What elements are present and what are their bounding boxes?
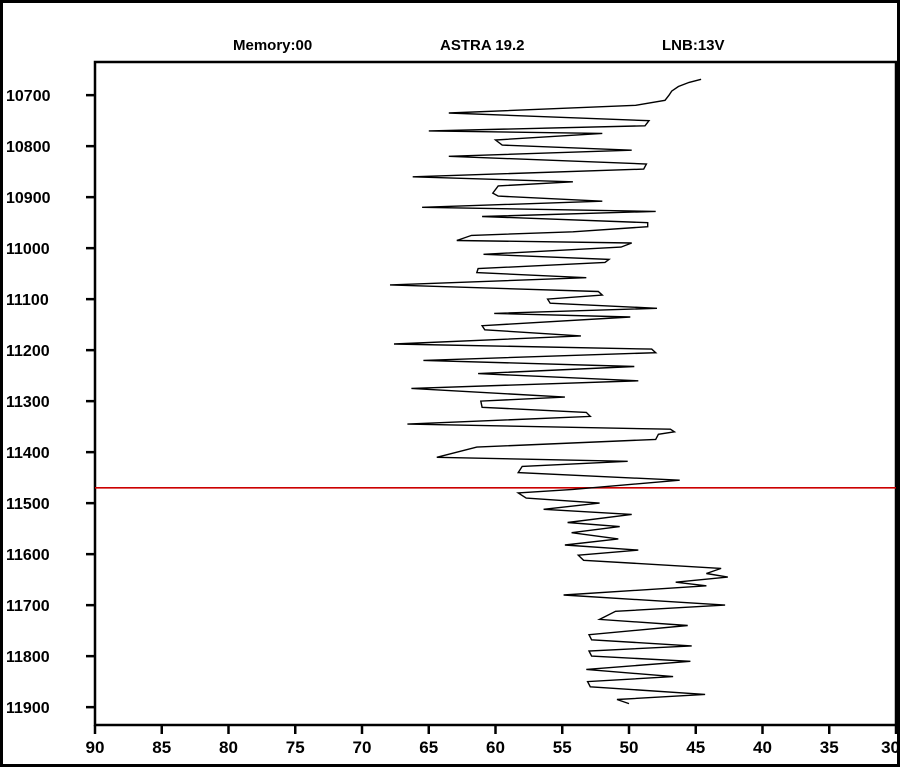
y-tick-label: 11400 [6, 445, 50, 462]
y-tick-label: 11200 [6, 343, 50, 360]
x-tick-label: 30 [881, 738, 900, 757]
x-tick-label: 80 [219, 738, 238, 757]
series-layer [389, 78, 728, 705]
x-tick-label: 65 [419, 738, 438, 757]
y-tick-label: 11300 [6, 394, 50, 411]
header-memory: Memory:00 [233, 37, 312, 54]
x-axis: 90 85 80 75 70 65 60 55 50 45 40 35 30 [86, 725, 900, 757]
x-tick-label: 40 [753, 738, 772, 757]
plot-area [93, 60, 898, 727]
y-tick-label: 11900 [6, 700, 50, 717]
y-tick-label: 11500 [6, 496, 50, 513]
y-tick-label: 10900 [6, 190, 51, 207]
x-tick-label: 70 [353, 738, 372, 757]
series-line [389, 78, 728, 705]
header-satellite: ASTRA 19.2 [440, 37, 524, 54]
x-tick-label: 55 [553, 738, 572, 757]
y-tick-label: 11100 [6, 292, 49, 309]
x-tick-label: 85 [152, 738, 171, 757]
x-tick-label: 75 [286, 738, 305, 757]
y-tick-label: 11700 [6, 598, 50, 615]
y-tick-label: 10700 [6, 88, 51, 105]
x-tick-label: 35 [820, 738, 839, 757]
x-tick-label: 90 [86, 738, 105, 757]
x-tick-label: 45 [686, 738, 705, 757]
y-tick-label: 11600 [6, 547, 50, 564]
y-tick-label: 10800 [6, 139, 51, 156]
y-tick-label: 11800 [6, 649, 50, 666]
x-tick-label: 60 [486, 738, 505, 757]
header-lnb: LNB:13V [662, 37, 725, 54]
y-tick-label: 11000 [6, 241, 50, 258]
x-tick-label: 50 [620, 738, 639, 757]
y-axis: 10700 10800 10900 11000 11100 11200 11300 11400… [6, 88, 95, 717]
